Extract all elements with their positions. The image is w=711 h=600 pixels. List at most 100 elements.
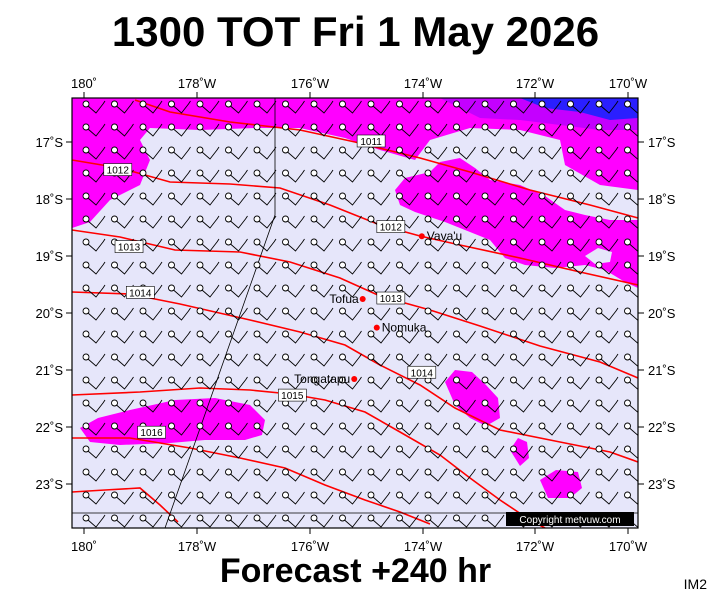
wind-barb (424, 192, 448, 206)
wind-barb (510, 192, 533, 206)
wind-barb (481, 445, 505, 459)
wind-barb (453, 514, 476, 528)
wind-barb (82, 491, 106, 505)
wind-barb (339, 215, 362, 229)
wind-barb (396, 100, 419, 114)
wind-barb (367, 261, 391, 275)
wind-barb (567, 100, 590, 114)
wind-barb (196, 169, 220, 183)
wind-barb (253, 100, 277, 114)
isobar-1015 (72, 387, 546, 528)
wind-barb (567, 192, 590, 206)
wind-shade-south-2 (510, 438, 529, 466)
wind-barb (367, 284, 391, 298)
wind-barb (139, 468, 163, 482)
place-label: Nomuka (382, 321, 427, 335)
wind-barb (595, 376, 619, 390)
wind-barb (481, 330, 505, 344)
wind-barb (82, 100, 106, 114)
wind-barb (139, 445, 163, 459)
wind-barb (367, 445, 391, 459)
wind-barb (396, 307, 419, 321)
wind-barb (111, 399, 134, 413)
wind-barb (225, 422, 248, 436)
wind-barb (567, 353, 590, 367)
wind-barb (310, 100, 334, 114)
isobar-label: 1014 (407, 365, 437, 379)
wind-barb (111, 192, 134, 206)
lon-label-bottom-180: 180˚ (71, 539, 97, 554)
wind-barb (339, 123, 362, 137)
wind-barb (310, 215, 334, 229)
wind-barb (567, 307, 590, 321)
wind-barb (196, 376, 220, 390)
wind-barb (367, 330, 391, 344)
isobar-label: 1011 (356, 134, 386, 148)
wind-barb (453, 399, 476, 413)
wind-barb (538, 376, 562, 390)
wind-barb (538, 330, 562, 344)
wind-barb (367, 307, 391, 321)
wind-barb (282, 422, 305, 436)
wind-barb (339, 399, 362, 413)
wind-barb (567, 468, 590, 482)
wind-barb (567, 238, 590, 252)
wind-barb (510, 399, 533, 413)
wind-barb (424, 123, 448, 137)
wind-barb (567, 146, 590, 160)
wind-barb (367, 422, 391, 436)
wind-barb (253, 307, 277, 321)
wind-barb (453, 353, 476, 367)
wind-barb (424, 238, 448, 252)
lat-label-right-20s: 20˚S (648, 306, 676, 321)
wind-barb (396, 422, 419, 436)
wind-barb (424, 330, 448, 344)
wind-barb (225, 491, 248, 505)
wind-barb (567, 399, 590, 413)
wind-barb (82, 123, 106, 137)
wind-barb (310, 146, 334, 160)
wind-barb (367, 376, 391, 390)
wind-barb (82, 215, 106, 229)
wind-barb (82, 192, 106, 206)
wind-barb (82, 376, 106, 390)
wind-barb (82, 445, 106, 459)
wind-barb (310, 399, 334, 413)
wind-barb (510, 353, 533, 367)
wind-barb (196, 491, 220, 505)
wind-barb (139, 146, 163, 160)
wind-barb (510, 123, 533, 137)
wind-barb (139, 261, 163, 275)
wind-barb (168, 169, 191, 183)
wind-barb (538, 422, 562, 436)
wind-barb (253, 399, 277, 413)
wind-barb (111, 307, 134, 321)
wind-barb (225, 307, 248, 321)
wind-barb (196, 307, 220, 321)
isobar-label-text: 1012 (107, 166, 130, 177)
place-label: Tongatapu (294, 372, 350, 386)
wind-shade-south-1 (445, 370, 500, 426)
place-label: Vava'u (427, 229, 462, 243)
wind-barb (196, 192, 220, 206)
wind-barb (396, 238, 419, 252)
wind-barb (424, 468, 448, 482)
place-marker (359, 296, 366, 303)
wind-barb (196, 445, 220, 459)
wind-barb (111, 445, 134, 459)
wind-barb (310, 445, 334, 459)
lon-label-top-174w: 174˚W (404, 76, 443, 91)
wind-barb (595, 307, 619, 321)
wind-barb (111, 261, 134, 275)
wind-barb (424, 100, 448, 114)
wind-barb (481, 146, 505, 160)
wind-barb (510, 307, 533, 321)
wind-barb (367, 100, 391, 114)
wind-barb (282, 215, 305, 229)
wind-barb (196, 284, 220, 298)
wind-barb (196, 146, 220, 160)
wind-barb (253, 445, 277, 459)
place-marker (351, 375, 358, 382)
wind-barb (595, 399, 619, 413)
wind-barb (481, 422, 505, 436)
